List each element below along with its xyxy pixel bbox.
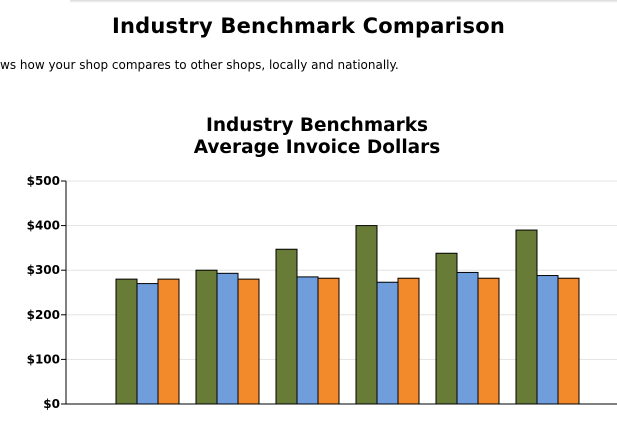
bar — [157, 278, 180, 405]
bar — [296, 276, 319, 405]
page-description: ws how your shop compares to other shops… — [0, 58, 399, 72]
bar — [317, 277, 340, 405]
bar — [275, 248, 298, 405]
bar — [477, 277, 500, 405]
bar — [515, 229, 538, 405]
bar — [115, 278, 138, 405]
y-tick-label: $100 — [27, 352, 60, 366]
bar — [355, 225, 378, 405]
y-tick-label: $0 — [43, 397, 60, 411]
header-shadow — [70, 0, 617, 3]
chart-title-line-2: Average Invoice Dollars — [194, 137, 441, 158]
y-tick-label: $200 — [27, 308, 60, 322]
y-tick-label: $500 — [27, 174, 60, 188]
bar — [397, 277, 420, 405]
bar — [216, 272, 239, 405]
bar — [136, 283, 159, 405]
bar — [456, 271, 479, 405]
page-title: Industry Benchmark Comparison — [111, 14, 506, 38]
bar — [536, 275, 559, 405]
bar — [195, 269, 218, 405]
bar — [557, 277, 580, 405]
y-tick-label: $300 — [27, 263, 60, 277]
y-tick-label: $400 — [27, 219, 60, 233]
bar — [435, 252, 458, 405]
chart-title-line-1: Industry Benchmarks — [206, 115, 428, 136]
bar — [376, 281, 399, 405]
bar — [237, 278, 260, 405]
